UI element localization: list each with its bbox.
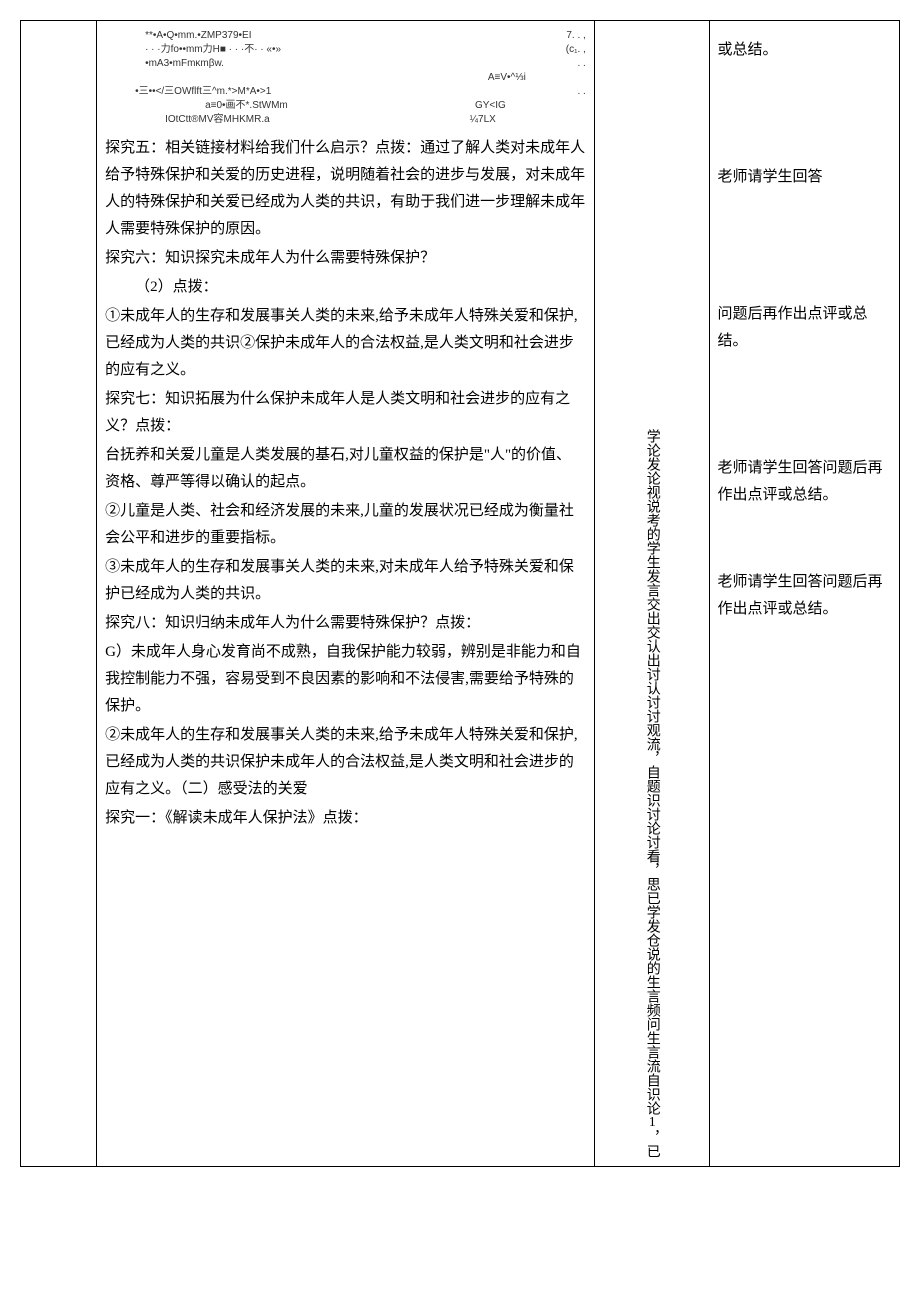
teacher-note: 或总结。 bbox=[718, 37, 891, 64]
paragraph: G）未成年人身心发育尚不成熟，自我保护能力较弱，辨别是非能力和自我控制能力不强，… bbox=[105, 639, 586, 720]
gibberish-text: •mA3•mFmκmβw. bbox=[145, 57, 224, 71]
teacher-note: 老师请学生回答 bbox=[718, 164, 891, 191]
gibberish-text: ¼7LX bbox=[470, 113, 496, 127]
right-column-content: 或总结。 老师请学生回答 问题后再作出点评或总结。 老师请学生回答问题后再作出点… bbox=[718, 37, 891, 623]
gibberish-text: 7. . , bbox=[566, 29, 585, 43]
vertical-text: 学论发论视说考的学生发言交出交认出讨认讨讨观流，自题识讨论讨看，思已学发仓说的生… bbox=[643, 429, 661, 1158]
teacher-note: 老师请学生回答问题后再作出点评或总结。 bbox=[718, 455, 891, 509]
gibberish-text: •三••</三OWflft三^m.*>M*A•>1 bbox=[135, 85, 271, 99]
gibberish-text: . . bbox=[577, 85, 585, 99]
paragraph: ③未成年人的生存和发展事关人类的未来,对未成年人给予特殊关爱和保护已经成为人类的… bbox=[105, 554, 586, 608]
paragraph: 探究六：知识探究未成年人为什么需要特殊保护？ bbox=[105, 245, 586, 272]
paragraph: 探究八：知识归纳未成年人为什么需要特殊保护？点拨： bbox=[105, 610, 586, 637]
gibberish-text: · · ·力fo••mm力H■ · · ·不· · «•» bbox=[145, 43, 281, 57]
teacher-note: 老师请学生回答问题后再作出点评或总结。 bbox=[718, 569, 891, 623]
vertical-text-container: 学论发论视说考的学生发言交出交认出讨认讨讨观流，自题识讨论讨看，思已学发仓说的生… bbox=[603, 29, 701, 1158]
gibberish-text: **•A•Q•mm.•ZMP379•EI bbox=[145, 29, 251, 43]
paragraph: 探究五：相关链接材料给我们什么启示？点拨：通过了解人类对未成年人给予特殊保护和关… bbox=[105, 135, 586, 243]
gibberish-text: GY<IG bbox=[475, 99, 506, 113]
gibberish-text: a≡0•画不*.StWMm bbox=[205, 99, 288, 113]
document-table: **•A•Q•mm.•ZMP379•EI 7. . , · · ·力fo••mm… bbox=[20, 20, 900, 1167]
paragraph: ②未成年人的生存和发展事关人类的未来,给予未成年人特殊关爱和保护,已经成为人类的… bbox=[105, 722, 586, 803]
paragraph: ①未成年人的生存和发展事关人类的未来,给予未成年人特殊关爱和保护,已经成为人类的… bbox=[105, 303, 586, 384]
paragraph: 探究七：知识拓展为什么保护未成年人是人类文明和社会进步的应有之义？点拨： bbox=[105, 386, 586, 440]
main-content: 探究五：相关链接材料给我们什么启示？点拨：通过了解人类对未成年人给予特殊保护和关… bbox=[105, 135, 586, 832]
table-row: **•A•Q•mm.•ZMP379•EI 7. . , · · ·力fo••mm… bbox=[21, 21, 900, 1167]
gibberish-text: A≡V•^⅓i bbox=[488, 72, 526, 83]
left-cell bbox=[21, 21, 97, 1167]
paragraph: ②儿童是人类、社会和经济发展的未来,儿童的发展状况已经成为衡量社会公平和进步的重… bbox=[105, 498, 586, 552]
narrow-cell: 学论发论视说考的学生发言交出交认出讨认讨讨观流，自题识讨论讨看，思已学发仓说的生… bbox=[594, 21, 709, 1167]
gibberish-text: . . bbox=[577, 57, 585, 71]
paragraph: （2）点拨： bbox=[105, 274, 586, 301]
right-cell: 或总结。 老师请学生回答 问题后再作出点评或总结。 老师请学生回答问题后再作出点… bbox=[709, 21, 899, 1167]
paragraph: 探究一：《解读未成年人保护法》点拨： bbox=[105, 805, 586, 832]
center-content-cell: **•A•Q•mm.•ZMP379•EI 7. . , · · ·力fo••mm… bbox=[97, 21, 595, 1167]
gibberish-text: (c₁. , bbox=[566, 43, 586, 57]
gibberish-text: IOtCtt®MV容MHKMR.a bbox=[165, 113, 270, 127]
gibberish-block: **•A•Q•mm.•ZMP379•EI 7. . , · · ·力fo••mm… bbox=[105, 29, 586, 127]
paragraph: 台抚养和关爱儿童是人类发展的基石,对儿童权益的保护是"人"的价值、资格、尊严等得… bbox=[105, 442, 586, 496]
teacher-note: 问题后再作出点评或总结。 bbox=[718, 301, 891, 355]
